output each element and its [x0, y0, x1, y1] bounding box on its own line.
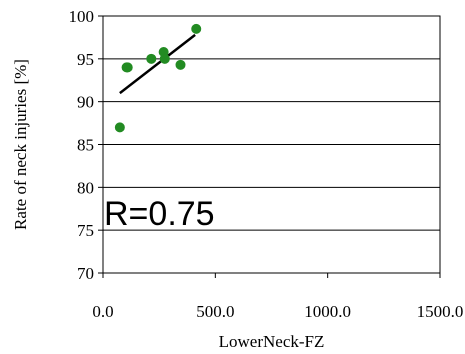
y-tick-label: 90 [77, 93, 94, 112]
y-tick-label: 95 [77, 50, 94, 69]
y-tick-label: 80 [77, 178, 94, 197]
y-tick-label: 100 [69, 7, 95, 26]
points-layer [114, 23, 202, 133]
y-axis-ticks: 70 75 80 85 90 95 100 [69, 7, 103, 283]
y-axis-title: Rate of neck injuries [%] [11, 59, 30, 230]
trendline-layer [119, 33, 196, 95]
trendline [119, 33, 196, 95]
data-point [114, 122, 125, 133]
data-point [191, 23, 202, 34]
y-tick-label: 70 [77, 264, 94, 283]
x-tick-label: 0.0 [92, 302, 113, 321]
data-point [122, 62, 133, 73]
data-point [146, 53, 157, 64]
correlation-annotation: R=0.75 [104, 195, 215, 233]
x-tick-label: 500.0 [196, 302, 234, 321]
x-tick-label: 1000.0 [304, 302, 351, 321]
data-point [175, 59, 186, 70]
data-point [159, 53, 170, 64]
x-axis-ticks: 0.0 500.0 1000.0 1500.0 [92, 273, 463, 321]
x-tick-label: 1500.0 [417, 302, 464, 321]
y-tick-label: 75 [77, 221, 94, 240]
y-tick-label: 85 [77, 136, 94, 155]
x-axis-title: LowerNeck-FZ [219, 332, 325, 351]
